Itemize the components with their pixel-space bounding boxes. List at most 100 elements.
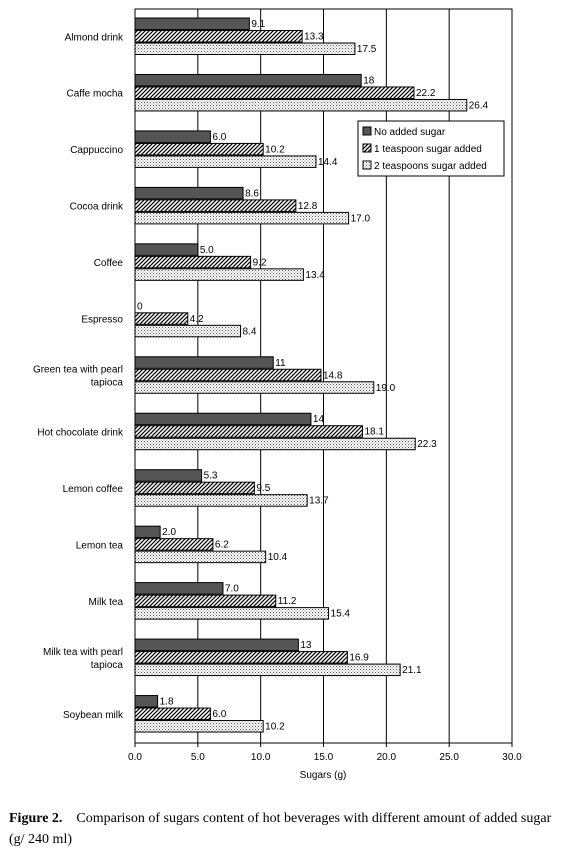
data-label: 18 [363, 75, 375, 86]
bar [134, 481, 255, 495]
bar [134, 412, 312, 426]
data-label: 12.8 [298, 201, 318, 212]
data-label: 13 [300, 640, 312, 651]
bar [134, 582, 224, 595]
bar [134, 695, 159, 708]
bar [134, 368, 322, 382]
x-tick-label: 30.0 [502, 752, 522, 763]
bar [134, 663, 401, 677]
data-label: 7.0 [225, 584, 239, 595]
data-label: 2.0 [162, 527, 176, 538]
bar [134, 86, 415, 99]
data-label: 1.8 [160, 697, 174, 708]
figure-caption: Figure 2. Comparison of sugars content o… [9, 808, 554, 850]
data-label: 11 [275, 358, 286, 369]
bar [134, 437, 416, 451]
bars: 9.1 13.3 17.5 18 22.2 26.4 6.0 10.2 14.4 8.6 12.8 1… [134, 17, 489, 733]
legend: No added sugar 1 teaspoon sugar added 2 te… [357, 120, 505, 177]
x-tick-label: 0.0 [128, 752, 142, 763]
category-label: Almond drink [65, 32, 124, 43]
bar [134, 243, 199, 256]
bar [134, 98, 468, 112]
bar [134, 651, 348, 664]
legend-swatch [362, 126, 372, 136]
bar [134, 356, 274, 369]
data-label: 10.2 [265, 722, 285, 733]
bar [134, 425, 363, 438]
category-label: Milk tea with pearl [43, 647, 123, 658]
data-label: 9.2 [253, 257, 267, 268]
bar [134, 381, 375, 394]
data-label: 5.0 [200, 245, 214, 256]
data-label: 18.1 [364, 427, 384, 438]
data-label: 17.5 [357, 44, 377, 55]
data-label: 14.8 [323, 370, 343, 381]
data-label: 22.3 [417, 439, 437, 450]
x-tick-label: 25.0 [439, 752, 459, 763]
legend-entry: 1 teaspoon sugar added [374, 144, 482, 155]
bar-chart: 9.1 13.3 17.5 18 22.2 26.4 6.0 10.2 14.4 8.6 12.8 1… [33, 8, 522, 781]
data-label: 17.0 [351, 213, 371, 224]
category-label: Soybean milk [63, 710, 124, 721]
category-label: Espresso [81, 315, 123, 326]
category-label: Milk tea [89, 597, 124, 608]
x-axis-title: Sugars (g) [300, 770, 347, 781]
bar [134, 469, 203, 482]
legend-swatch [362, 160, 372, 170]
data-label: 14.4 [318, 157, 338, 168]
data-label: 8.4 [243, 326, 257, 337]
legend-swatch [362, 143, 372, 153]
figure-caption-text: Comparison of sugars content of hot beve… [9, 811, 552, 847]
data-label: 6.0 [212, 132, 226, 143]
bar [134, 494, 308, 507]
x-tick-label: 20.0 [377, 752, 397, 763]
category-label: Lemon coffee [63, 484, 124, 495]
bar [134, 594, 277, 608]
x-tick-labels: 0.0 5.0 10.0 15.0 20.0 25.0 30.0 [128, 752, 522, 763]
category-label: tapioca [91, 660, 124, 671]
bar [134, 324, 242, 338]
data-label: 13.4 [305, 270, 325, 281]
bar [134, 199, 297, 212]
bar [134, 155, 317, 168]
bar [134, 73, 362, 87]
data-label: 8.6 [245, 188, 259, 199]
bar [134, 42, 356, 55]
data-label: 22.2 [416, 88, 436, 99]
x-tick-label: 15.0 [314, 752, 334, 763]
category-label: Coffee [94, 258, 124, 269]
data-label: 0 [137, 301, 143, 312]
bar [134, 707, 211, 721]
bar [134, 538, 214, 551]
data-label: 13.3 [304, 32, 324, 43]
bar [134, 268, 304, 281]
figure-label: Figure 2. [9, 811, 63, 826]
category-label: Hot chocolate drink [37, 427, 124, 438]
bar [134, 17, 250, 30]
legend-entry: 2 teaspoons sugar added [374, 161, 487, 172]
data-label: 13.7 [309, 496, 329, 507]
bar [134, 211, 350, 225]
bar [134, 255, 252, 269]
data-label: 10.4 [268, 552, 288, 563]
bar [134, 130, 211, 143]
category-labels: Almond drink Caffe mocha Cappuccino Cocoa d… [33, 32, 124, 721]
bar [134, 312, 189, 325]
x-tick-label: 5.0 [191, 752, 205, 763]
category-label: Cappuccino [70, 145, 123, 156]
data-label: 15.4 [331, 609, 351, 620]
category-label: Cocoa drink [70, 202, 124, 213]
bar [134, 550, 267, 564]
data-label: 6.0 [212, 709, 226, 720]
bar [134, 607, 330, 620]
data-label: 16.9 [349, 653, 369, 664]
bar [134, 142, 264, 156]
data-label: 26.4 [469, 100, 489, 111]
bar [134, 720, 264, 733]
category-label: Caffe mocha [66, 89, 123, 100]
data-label: 21.1 [402, 665, 422, 676]
data-label: 4.2 [190, 314, 204, 325]
legend-box [357, 120, 505, 177]
bar [134, 30, 303, 43]
category-label: Green tea with pearl [33, 365, 123, 376]
